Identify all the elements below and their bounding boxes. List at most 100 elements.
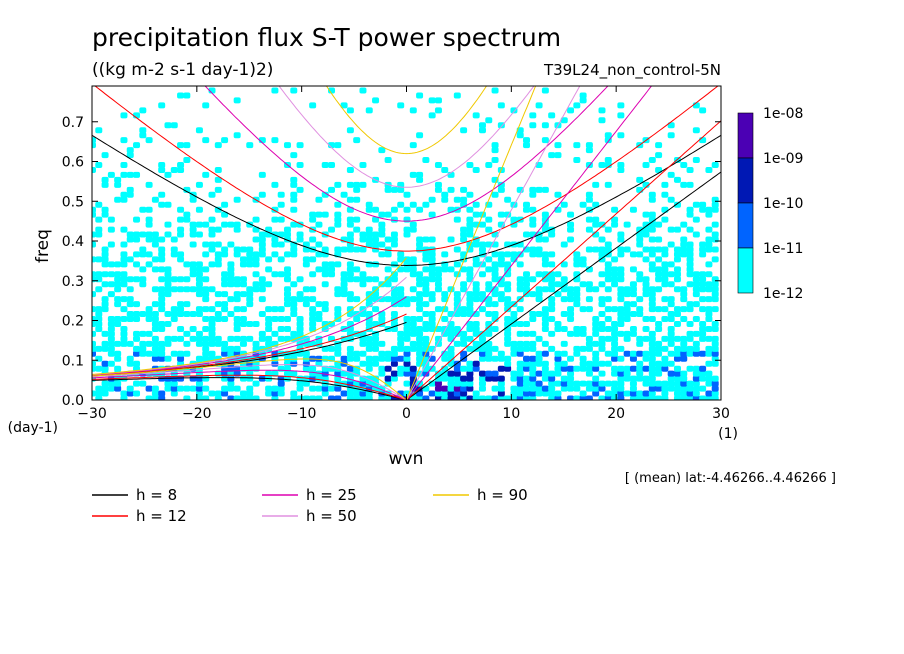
spectrum-cell — [403, 191, 411, 198]
spectrum-cell — [283, 142, 291, 149]
spectrum-cell — [346, 271, 354, 278]
spectrum-cell — [447, 355, 455, 362]
spectrum-cell — [648, 340, 656, 347]
spectrum-cell — [353, 316, 361, 323]
spectrum-cell — [529, 216, 537, 223]
spectrum-cell — [510, 221, 518, 228]
spectrum-cell — [648, 226, 656, 233]
spectrum-cell — [365, 276, 373, 283]
spectrum-cell — [214, 316, 222, 323]
spectrum-cell — [120, 162, 128, 168]
spectrum-cell — [648, 266, 656, 273]
spectrum-cell — [611, 281, 619, 288]
spectrum-cell — [183, 330, 191, 337]
spectrum-cell — [283, 316, 291, 323]
spectrum-cell — [573, 142, 581, 149]
spectrum-cell — [107, 291, 115, 298]
spectrum-cell — [617, 355, 625, 362]
spectrum-cell — [604, 271, 612, 278]
spectrum-cell — [535, 236, 543, 243]
spectrum-cell — [340, 191, 348, 198]
spectrum-cell — [252, 216, 260, 223]
spectrum-cell — [453, 340, 461, 347]
spectrum-cell — [560, 201, 568, 208]
spectrum-cell — [686, 350, 694, 357]
spectrum-cell — [485, 311, 493, 318]
spectrum-cell — [667, 301, 675, 308]
spectrum-cell — [92, 142, 96, 149]
spectrum-cell — [145, 231, 153, 238]
spectrum-cell — [95, 231, 103, 238]
spectrum-cell — [711, 395, 719, 400]
spectrum-cell — [151, 266, 159, 273]
spectrum-cell — [403, 365, 411, 372]
spectrum-cell — [629, 355, 637, 362]
spectrum-cell — [195, 311, 203, 318]
spectrum-cell — [611, 355, 619, 362]
x-axis-title: wvn — [389, 449, 424, 469]
spectrum-cell — [510, 370, 518, 377]
spectrum-cell — [661, 335, 669, 342]
spectrum-cell — [365, 107, 373, 114]
spectrum-cell — [585, 360, 593, 367]
spectrum-cell — [214, 395, 222, 400]
spectrum-cell — [189, 385, 197, 392]
spectrum-cell — [705, 296, 713, 303]
spectrum-cell — [95, 286, 103, 293]
spectrum-cell — [516, 306, 524, 313]
spectrum-cell — [120, 226, 128, 233]
spectrum-cell — [409, 201, 417, 208]
spectrum-cell — [164, 122, 172, 129]
spectrum-cell — [680, 221, 688, 228]
spectrum-cell — [145, 385, 153, 392]
spectrum-cell — [491, 147, 499, 154]
spectrum-cell — [472, 390, 480, 397]
spectrum-cell — [604, 380, 612, 387]
spectrum-cell — [309, 102, 317, 109]
spectrum-cell — [673, 385, 681, 392]
spectrum-cell — [523, 340, 531, 347]
spectrum-cell — [208, 286, 216, 293]
spectrum-cell — [604, 241, 612, 248]
spectrum-cell — [560, 241, 568, 248]
spectrum-cell — [623, 335, 631, 342]
spectrum-cell — [460, 390, 468, 397]
spectrum-cell — [202, 137, 210, 144]
spectrum-cell — [548, 330, 556, 337]
spectrum-cell — [126, 191, 134, 198]
spectrum-cell — [277, 306, 285, 313]
spectrum-cell — [434, 271, 442, 278]
spectrum-cell — [504, 395, 512, 400]
spectrum-cell — [416, 271, 424, 278]
spectrum-cell — [567, 375, 575, 382]
spectrum-cell — [302, 296, 310, 303]
spectrum-cell — [101, 181, 109, 188]
spectrum-cell — [485, 330, 493, 337]
spectrum-cell — [227, 266, 235, 273]
spectrum-cell — [673, 345, 681, 352]
spectrum-cell — [648, 157, 656, 164]
spectrum-cell — [107, 335, 115, 342]
spectrum-cell — [283, 296, 291, 303]
spectrum-cell — [151, 355, 159, 362]
spectrum-cell — [617, 236, 625, 243]
spectrum-cell — [202, 286, 210, 293]
spectrum-cell — [428, 196, 436, 203]
dispersion-curve — [92, 377, 407, 400]
spectrum-cell — [705, 390, 713, 397]
spectrum-cell — [403, 266, 411, 273]
spectrum-cell — [202, 340, 210, 347]
spectrum-cell — [321, 266, 329, 273]
spectrum-cell — [472, 296, 480, 303]
spectrum-cell — [705, 306, 713, 313]
spectrum-cell — [120, 306, 128, 313]
spectrum-cell — [636, 176, 644, 183]
dispersion-curve — [92, 358, 407, 400]
spectrum-cell — [403, 360, 411, 367]
spectrum-cell — [271, 306, 279, 313]
spectrum-cell — [151, 320, 159, 327]
spectrum-cell — [655, 271, 663, 278]
spectrum-cell — [686, 330, 694, 337]
spectrum-cell — [422, 311, 430, 318]
spectrum-cell — [252, 261, 260, 268]
